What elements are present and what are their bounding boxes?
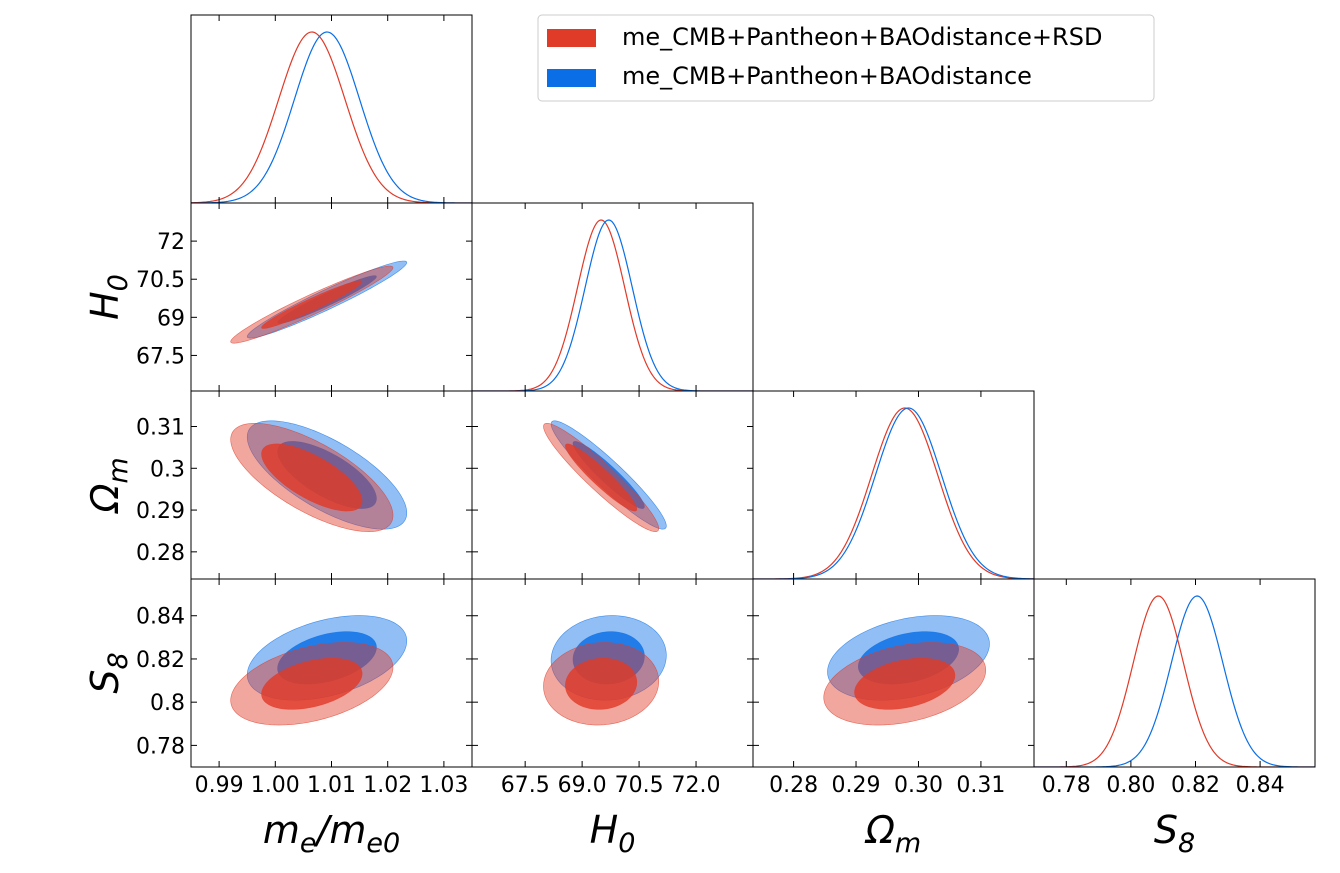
contour-68-H0-Om-series-1 bbox=[565, 443, 638, 512]
contour-68-me-S8-series-1 bbox=[261, 657, 363, 710]
marginal-curve-H0-series-1 bbox=[472, 219, 753, 391]
xtick-label-me-4: 1.03 bbox=[419, 773, 468, 798]
xaxis-title-H0: H0 bbox=[590, 808, 636, 859]
marginal-curve-Om-series-1 bbox=[753, 407, 1034, 579]
xtick-label-H0-2: 70.5 bbox=[615, 773, 664, 798]
ytick-label-Om-3: 0.31 bbox=[136, 416, 185, 441]
xtick-label-S8-3: 0.84 bbox=[1236, 773, 1285, 798]
marginal-curve-Om-series-2 bbox=[753, 407, 1034, 579]
xtick-label-H0-0: 67.5 bbox=[501, 773, 550, 798]
ytick-label-H0-1: 69 bbox=[157, 306, 185, 331]
contour-68-H0-S8-series-1 bbox=[565, 657, 638, 710]
xtick-label-S8-1: 0.80 bbox=[1106, 773, 1155, 798]
xtick-label-me-3: 1.02 bbox=[363, 773, 412, 798]
xaxis-title-S8: S8 bbox=[1154, 808, 1195, 859]
marginal-curve-S8-series-1 bbox=[1034, 595, 1315, 767]
tick-layer bbox=[191, 15, 1261, 767]
ytick-label-S8-3: 0.84 bbox=[136, 605, 185, 630]
legend-label-rsd: me_CMB+Pantheon+BAOdistance+RSD bbox=[622, 23, 1102, 51]
marginal-curve-me-series-1 bbox=[191, 31, 472, 203]
contour-68-me-Om-series-1 bbox=[261, 443, 363, 512]
legend-swatch-rsd bbox=[547, 29, 596, 47]
panel-frame-0-0 bbox=[190, 14, 473, 204]
ytick-label-H0-3: 72 bbox=[157, 230, 185, 255]
xtick-label-Om-3: 0.31 bbox=[956, 773, 1005, 798]
legend-swatch-no-rsd bbox=[547, 69, 596, 87]
xtick-label-Om-0: 0.28 bbox=[769, 773, 818, 798]
contour-68-Om-S8-series-1 bbox=[854, 657, 956, 710]
contour-fill-layer bbox=[230, 260, 990, 726]
ytick-label-Om-1: 0.29 bbox=[136, 499, 185, 524]
xaxis-title-me: me/me0 bbox=[263, 808, 400, 859]
xtick-label-S8-2: 0.82 bbox=[1171, 773, 1220, 798]
ytick-label-H0-0: 67.5 bbox=[136, 344, 185, 369]
ytick-label-S8-2: 0.82 bbox=[136, 648, 185, 673]
marginal-curve-me-series-2 bbox=[191, 31, 472, 203]
panel-frame-3-3 bbox=[1033, 578, 1316, 768]
xtick-label-H0-1: 69.0 bbox=[558, 773, 607, 798]
yaxis-title-H0: H0 bbox=[83, 274, 134, 320]
ytick-label-S8-0: 0.78 bbox=[136, 734, 185, 759]
ytick-label-S8-1: 0.8 bbox=[150, 691, 185, 716]
legend: me_CMB+Pantheon+BAOdistance+RSD me_CMB+P… bbox=[537, 14, 1155, 102]
ytick-label-Om-2: 0.3 bbox=[150, 457, 185, 482]
marginal-curve-H0-series-2 bbox=[472, 219, 753, 391]
ytick-label-Om-0: 0.28 bbox=[136, 541, 185, 566]
xtick-label-Om-2: 0.30 bbox=[894, 773, 943, 798]
xtick-label-me-0: 0.99 bbox=[195, 773, 244, 798]
xaxis-title-Om: Ωm bbox=[864, 808, 921, 859]
panel-frame-1-1 bbox=[471, 202, 754, 392]
marginal-curve-S8-series-2 bbox=[1034, 595, 1315, 767]
xtick-label-me-1: 1.00 bbox=[251, 773, 300, 798]
yaxis-title-Om: Ωm bbox=[83, 457, 134, 514]
ytick-label-H0-2: 70.5 bbox=[136, 268, 185, 293]
legend-label-no-rsd: me_CMB+Pantheon+BAOdistance bbox=[622, 62, 1032, 90]
xtick-label-Om-1: 0.29 bbox=[832, 773, 881, 798]
label-layer: 0.99 1.00 1.01 1.02 1.03 67.5 69.0 70.5 72.0 0.28… bbox=[83, 230, 1285, 859]
xtick-label-me-2: 1.01 bbox=[307, 773, 356, 798]
yaxis-title-S8: S8 bbox=[83, 652, 134, 693]
legend-box bbox=[537, 14, 1155, 102]
xtick-label-S8-0: 0.78 bbox=[1042, 773, 1091, 798]
contour-68-me-H0-series-1 bbox=[261, 280, 363, 329]
panel-frame-2-2 bbox=[752, 390, 1035, 580]
xtick-label-H0-3: 72.0 bbox=[672, 773, 721, 798]
